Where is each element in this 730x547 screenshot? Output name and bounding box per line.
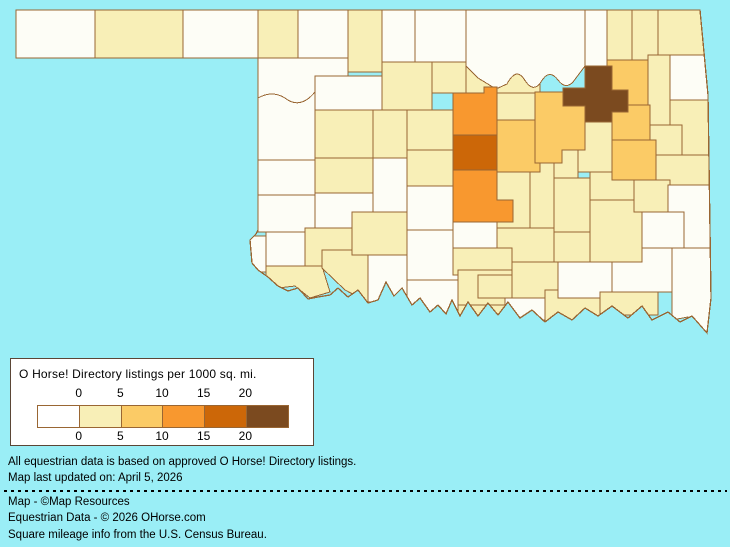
legend-tick-label: 0 <box>75 429 82 443</box>
county-nowata[interactable] <box>606 10 633 61</box>
county-blaine[interactable] <box>372 109 408 159</box>
county-lincoln[interactable] <box>496 119 541 173</box>
legend-color-ramp <box>37 405 289 428</box>
county-latimer[interactable] <box>641 211 685 249</box>
county-harper[interactable] <box>257 10 299 59</box>
census-credit: Square mileage info from the U.S. Census… <box>8 529 267 541</box>
county-love[interactable] <box>457 304 506 331</box>
county-hughes[interactable] <box>553 177 591 233</box>
county-jefferson[interactable] <box>406 279 459 319</box>
legend-swatch-3 <box>162 406 205 427</box>
legend-swatch-0 <box>38 406 79 427</box>
county-beckham[interactable] <box>257 194 316 233</box>
county-greer[interactable] <box>265 231 306 269</box>
county-custer[interactable] <box>314 157 374 194</box>
county-kay[interactable] <box>414 10 467 63</box>
legend-tick-label: 15 <box>196 429 211 443</box>
equestrian-data-credit: Equestrian Data - © 2026 OHorse.com <box>8 512 206 524</box>
legend-swatch-5 <box>246 406 288 427</box>
county-pittsburg[interactable] <box>589 199 643 263</box>
county-haskell[interactable] <box>633 179 671 213</box>
county-harmon[interactable] <box>249 235 267 273</box>
county-mayes[interactable] <box>647 54 671 126</box>
legend-title: O Horse! Directory listings per 1000 sq.… <box>19 367 257 381</box>
legend-tick-label: 20 <box>238 386 252 400</box>
county-grant[interactable] <box>381 10 416 63</box>
legend-tick-label: 5 <box>116 429 124 443</box>
legend-swatch-4 <box>204 406 247 427</box>
county-washington[interactable] <box>584 10 608 67</box>
county-caddo[interactable] <box>372 157 408 213</box>
legend-tick-label: 20 <box>238 429 252 443</box>
county-choctaw[interactable] <box>599 291 659 316</box>
county-tulsa[interactable] <box>562 65 629 123</box>
legend-swatch-1 <box>78 406 121 427</box>
last-updated-note: Map last updated on: April 5, 2026 <box>8 472 183 484</box>
county-coal[interactable] <box>553 231 591 263</box>
county-noble[interactable] <box>431 61 467 94</box>
legend-swatch-2 <box>120 406 163 427</box>
oklahoma-county-map <box>15 9 712 335</box>
dashed-separator <box>4 490 727 492</box>
county-alfalfa[interactable] <box>347 10 383 73</box>
county-jackson[interactable] <box>265 265 331 299</box>
county-mcclain[interactable] <box>452 221 498 249</box>
county-group <box>16 10 712 333</box>
county-beaver[interactable] <box>182 10 261 59</box>
legend-tick-label: 10 <box>155 429 169 443</box>
county-ellis[interactable] <box>257 90 316 161</box>
county-roger-mills[interactable] <box>257 159 316 196</box>
county-ottawa[interactable] <box>657 10 712 56</box>
county-garfield[interactable] <box>381 61 433 111</box>
legend-tick-label: 5 <box>116 386 124 400</box>
data-source-note: All equestrian data is based on approved… <box>8 456 357 468</box>
county-logan[interactable] <box>452 86 498 136</box>
county-cimarron[interactable] <box>16 10 96 59</box>
county-canadian[interactable] <box>406 149 454 187</box>
county-muskogee[interactable] <box>611 139 657 181</box>
map-credit: Map - ©Map Resources <box>8 496 130 508</box>
county-texas[interactable] <box>94 10 184 59</box>
legend-tick-label: 0 <box>75 386 82 400</box>
county-murray[interactable] <box>477 274 513 299</box>
county-stephens[interactable] <box>406 229 459 281</box>
state-outline <box>15 9 712 335</box>
county-oklahoma[interactable] <box>452 134 498 171</box>
county-seminole[interactable] <box>529 162 555 233</box>
county-dewey[interactable] <box>314 109 374 159</box>
legend-box: O Horse! Directory listings per 1000 sq.… <box>10 358 314 446</box>
county-cotton[interactable] <box>367 254 408 303</box>
county-craig[interactable] <box>631 10 659 61</box>
county-osage[interactable] <box>465 10 586 90</box>
county-delaware[interactable] <box>669 54 712 101</box>
county-kingfisher[interactable] <box>406 109 454 151</box>
county-comanche[interactable] <box>351 211 408 256</box>
legend-tick-label: 10 <box>155 386 169 400</box>
legend-tick-label: 15 <box>196 386 211 400</box>
